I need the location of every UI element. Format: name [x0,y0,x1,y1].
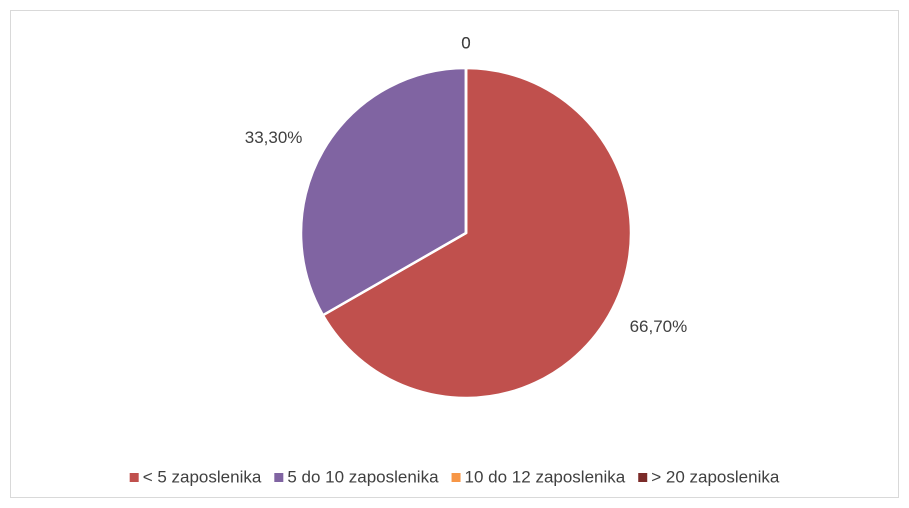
legend-swatch [274,473,284,482]
data-label: 0 [461,33,470,52]
legend-label: < 5 zaposlenika [143,467,262,486]
legend-swatch [638,473,648,482]
data-label: 0 [461,33,470,52]
legend-swatch [129,473,139,482]
legend-label: > 20 zaposlenika [651,467,780,486]
legend-label: 10 do 12 zaposlenika [465,467,626,486]
data-label: 33,30% [245,128,303,147]
legend: < 5 zaposlenika 5 do 10 zaposlenika 10 do … [129,467,780,486]
legend-label: 5 do 10 zaposlenika [287,467,439,486]
pie-slice [321,66,633,400]
legend-swatch [451,473,461,482]
data-label: 66,70% [630,317,688,336]
pie-slice [299,66,468,317]
